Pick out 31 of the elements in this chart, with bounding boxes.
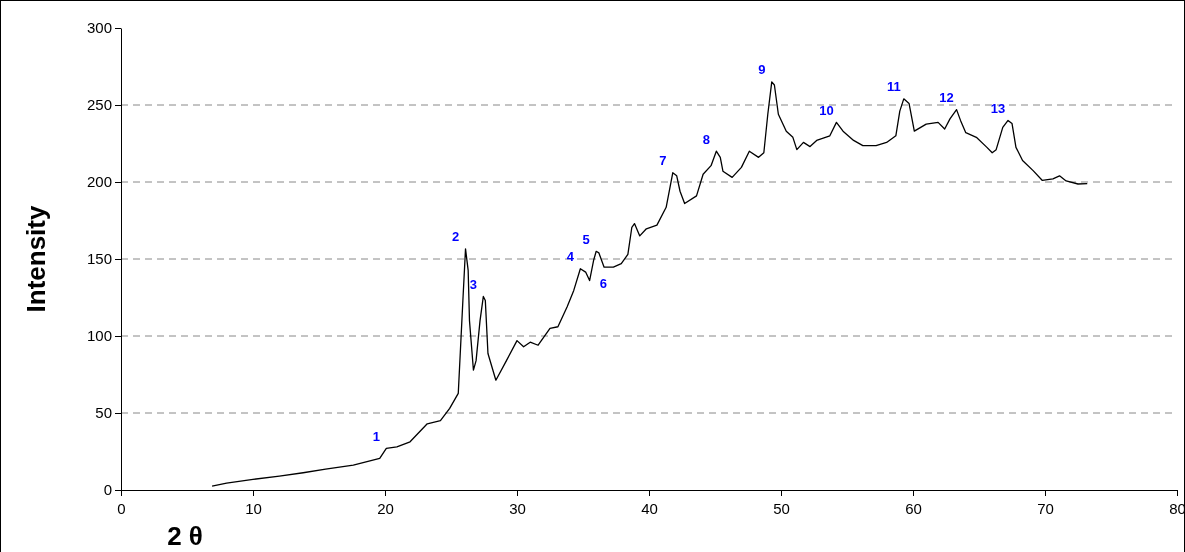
x-axis-title: 2 θ	[167, 521, 203, 551]
x-tick-label: 10	[245, 500, 262, 517]
x-tick-label: 30	[509, 500, 526, 517]
y-tick-label: 250	[86, 96, 112, 114]
annotation: 3	[469, 276, 477, 292]
x-tick-label: 0	[117, 500, 126, 517]
annotation: 4	[566, 249, 575, 265]
y-tick-label: 150	[86, 250, 112, 268]
x-tick-label: 60	[905, 500, 922, 517]
annotation: 13	[990, 100, 1006, 116]
y-tick-label: 300	[86, 19, 112, 37]
annotation: 8	[702, 131, 710, 147]
y-tick-label: 50	[95, 404, 112, 422]
x-tick-label: 20	[377, 500, 394, 517]
annotation: 2	[451, 229, 460, 245]
annotation: 11	[886, 79, 901, 95]
line-series	[211, 81, 1088, 487]
annotation: 5	[582, 231, 590, 247]
x-tick-label: 50	[773, 500, 790, 517]
y-axis-title: Intensity	[21, 205, 51, 313]
annotation: 1	[372, 428, 380, 444]
y-tick-label: 100	[86, 327, 112, 345]
y-tick-label: 200	[86, 173, 112, 191]
annotation: 10	[819, 102, 834, 118]
x-tick-label: 70	[1037, 500, 1054, 517]
y-tick-label: 0	[103, 481, 112, 499]
annotation: 7	[659, 153, 667, 169]
x-tick-label: 40	[641, 500, 658, 517]
annotation: 12	[939, 90, 954, 106]
annotation: 6	[599, 275, 607, 291]
annotation: 9	[758, 62, 766, 78]
